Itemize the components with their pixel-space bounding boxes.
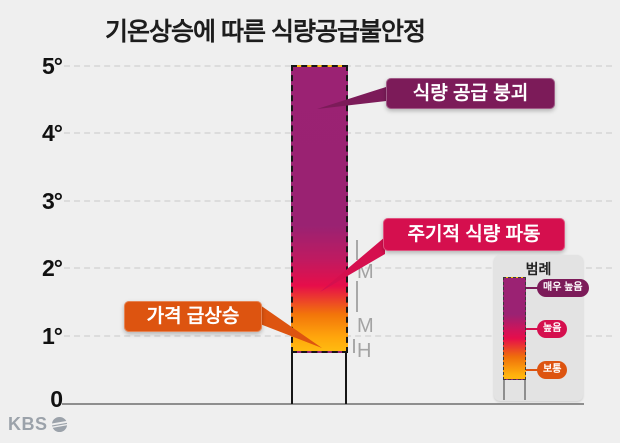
legend-bar-stem-left [503,380,505,400]
y-tick-3: 3° [42,188,63,214]
bar-stem-right [345,352,347,404]
y-tick-2: 2° [42,255,63,281]
confidence-mark-m1: M [357,261,374,283]
y-tick-0: 0 [50,386,63,412]
legend-box: 범례 매우 높음 높음 보통 [494,255,589,401]
legend-connector-moderate [526,369,538,371]
confidence-tick-lower [353,339,355,353]
legend-pill-high: 높음 [537,320,568,338]
y-tick-1: 1° [42,323,63,349]
confidence-tick-middle [356,281,358,312]
confidence-mark-h: H [357,340,372,362]
legend-pill-very-high: 매우 높음 [537,279,589,297]
legend-connector-high [526,328,538,330]
legend-gradient-bar [503,277,526,380]
kbs-logo-text: KBS [8,414,48,434]
legend-pill-moderate: 보통 [537,361,568,379]
confidence-tick-upper [356,240,358,260]
kbs-logo: KBS [8,414,68,435]
legend-bar-stem-right [524,380,526,400]
confidence-mark-m2: M [357,315,374,337]
kbs-globe-icon [50,416,68,433]
callout-price-surge: 가격 급상승 [124,301,262,332]
y-tick-5: 5° [42,53,63,79]
x-axis-line [62,403,584,405]
legend-connector-very-high [526,287,538,289]
page-title: 기온상승에 따른 식량공급불안정 [105,18,426,46]
callout-periodic-food-shock: 주기적 식량 파동 [383,218,565,251]
bar-stem-left [291,352,293,404]
legend-title: 범례 [525,261,552,277]
y-tick-4: 4° [42,120,63,146]
callout-food-supply-collapse: 식량 공급 붕괴 [386,78,555,109]
risk-gradient-bar [291,65,348,353]
